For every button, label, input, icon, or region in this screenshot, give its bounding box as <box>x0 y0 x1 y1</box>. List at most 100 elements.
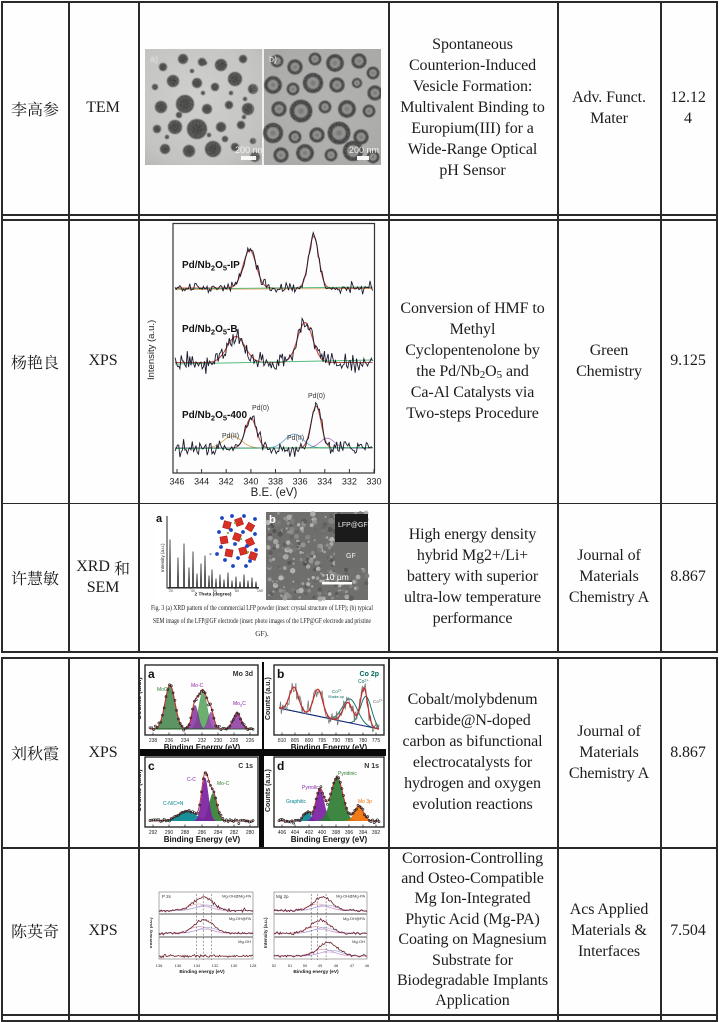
svg-text:400: 400 <box>318 830 327 836</box>
svg-text:Mo-C: Mo-C <box>191 683 204 689</box>
svg-text:280: 280 <box>246 830 255 836</box>
svg-text:Mo 3d: Mo 3d <box>233 671 253 678</box>
svg-text:Intensity (a.u.): Intensity (a.u.) <box>150 917 153 948</box>
svg-text:132: 132 <box>212 963 219 968</box>
svg-text:20: 20 <box>169 589 173 593</box>
svg-text:286: 286 <box>198 830 207 836</box>
svg-text:Intensity (a.u.): Intensity (a.u.) <box>263 917 268 948</box>
svg-text:GF).: GF). <box>255 630 269 638</box>
svg-text:288: 288 <box>181 830 190 836</box>
svg-text:810: 810 <box>278 738 287 744</box>
svg-text:*: * <box>209 553 212 559</box>
svg-text:Co2+: Co2+ <box>332 689 342 695</box>
svg-text:N 1s: N 1s <box>364 763 379 770</box>
svg-text:Graphitic: Graphitic <box>286 799 307 805</box>
svg-text:LFP@GF: LFP@GF <box>338 522 368 529</box>
svg-text:234: 234 <box>181 738 190 744</box>
svg-text:51: 51 <box>288 963 293 968</box>
svg-text:Mg-OH@Mg-PA: Mg-OH@Mg-PA <box>336 894 365 899</box>
svg-text:b: b <box>269 514 276 526</box>
svg-text:a): a) <box>150 54 158 64</box>
svg-text:Binding energy (eV): Binding energy (eV) <box>293 969 339 975</box>
svg-text:134: 134 <box>194 963 201 968</box>
svg-text:406: 406 <box>278 830 287 836</box>
svg-text:48: 48 <box>334 963 339 968</box>
svg-text:Intensity (a.u.): Intensity (a.u.) <box>160 543 165 572</box>
svg-text:GF: GF <box>346 553 356 560</box>
svg-text:Mg-OH@PA: Mg-OH@PA <box>343 916 365 921</box>
svg-text:Shake-up: Shake-up <box>328 695 344 699</box>
svg-text:Fig. 3 (a) XRD pattern of the: Fig. 3 (a) XRD pattern of the commercial… <box>151 604 373 612</box>
svg-text:344: 344 <box>194 477 209 487</box>
svg-text:226: 226 <box>246 738 255 744</box>
svg-text:200 nm: 200 nm <box>235 145 265 155</box>
svg-text:Pd(0): Pd(0) <box>308 393 325 400</box>
svg-text:C 1s: C 1s <box>238 763 253 770</box>
svg-text:b: b <box>277 667 284 681</box>
svg-text:138: 138 <box>156 963 163 968</box>
svg-text:49: 49 <box>318 963 323 968</box>
svg-text:60: 60 <box>213 589 217 593</box>
svg-text:Counts (a.u.): Counts (a.u.) <box>265 769 272 812</box>
svg-text:Mg 2p: Mg 2p <box>276 894 289 899</box>
svg-text:404: 404 <box>291 830 300 836</box>
svg-text:775: 775 <box>372 738 381 744</box>
svg-text:46: 46 <box>365 963 370 968</box>
svg-text:Counts (a.u.): Counts (a.u.) <box>140 769 143 812</box>
svg-text:392: 392 <box>372 830 381 836</box>
svg-text:Pd/Nb2O5-IP: Pd/Nb2O5-IP <box>182 260 240 273</box>
svg-text:50: 50 <box>303 963 308 968</box>
svg-text:Pyridinic: Pyridinic <box>338 771 357 777</box>
svg-text:805: 805 <box>291 738 300 744</box>
svg-text:Mo 3p: Mo 3p <box>358 799 372 805</box>
svg-text:Binding Energy (eV): Binding Energy (eV) <box>164 835 241 844</box>
svg-text:Binding Energy (eV): Binding Energy (eV) <box>291 835 368 844</box>
svg-text:Co2+: Co2+ <box>373 699 383 705</box>
svg-text:a: a <box>148 667 155 681</box>
svg-text:a: a <box>156 513 163 525</box>
svg-text:332: 332 <box>342 477 357 487</box>
svg-text:P 2s: P 2s <box>162 894 172 899</box>
svg-text:B.E. (eV): B.E. (eV) <box>251 487 298 499</box>
svg-text:Pd/Nb2O5-B: Pd/Nb2O5-B <box>182 324 238 337</box>
svg-text:Pd(0): Pd(0) <box>252 405 269 412</box>
svg-text:100: 100 <box>257 589 263 593</box>
svg-text:d: d <box>277 759 284 773</box>
svg-text:346: 346 <box>169 477 184 487</box>
svg-text:Binding energy (eV): Binding energy (eV) <box>179 969 225 975</box>
svg-text:232: 232 <box>198 738 207 744</box>
svg-text:340: 340 <box>243 477 258 487</box>
svg-text:Binding Energy (eV): Binding Energy (eV) <box>291 743 368 752</box>
svg-text:790: 790 <box>332 738 341 744</box>
svg-text:330: 330 <box>366 477 381 487</box>
svg-text:Pd(II): Pd(II) <box>222 433 239 440</box>
svg-text:338: 338 <box>268 477 283 487</box>
svg-text:Pd/Nb2O5-400: Pd/Nb2O5-400 <box>182 410 247 423</box>
svg-text:800: 800 <box>305 738 314 744</box>
svg-text:47: 47 <box>350 963 355 968</box>
svg-text:80: 80 <box>235 589 239 593</box>
svg-text:Counts (a.u.): Counts (a.u.) <box>140 677 143 720</box>
svg-text:Intensity (a.u.): Intensity (a.u.) <box>146 320 157 380</box>
svg-text:780: 780 <box>359 738 368 744</box>
svg-text:238: 238 <box>149 738 158 744</box>
svg-text:10 μm: 10 μm <box>325 572 349 582</box>
svg-text:130: 130 <box>231 963 238 968</box>
svg-text:Mg-OH: Mg-OH <box>352 939 365 944</box>
svg-text:336: 336 <box>293 477 308 487</box>
svg-text:2 Theta (degree): 2 Theta (degree) <box>194 592 231 598</box>
svg-text:334: 334 <box>317 477 332 487</box>
svg-text:Mg-OH@Mg-PA: Mg-OH@Mg-PA <box>222 894 251 899</box>
svg-text:Co 2p: Co 2p <box>360 671 379 678</box>
svg-text:Pyrrolic: Pyrrolic <box>302 785 319 791</box>
svg-text:236: 236 <box>165 738 174 744</box>
svg-text:284: 284 <box>214 830 223 836</box>
svg-text:128: 128 <box>250 963 257 968</box>
svg-text:C-N/C=N: C-N/C=N <box>163 801 184 807</box>
svg-text:Mo2C: Mo2C <box>233 701 246 708</box>
svg-text:396: 396 <box>345 830 354 836</box>
svg-text:785: 785 <box>345 738 354 744</box>
svg-text:40: 40 <box>191 589 195 593</box>
svg-text:MoO3: MoO3 <box>157 687 171 694</box>
svg-text:402: 402 <box>305 830 314 836</box>
